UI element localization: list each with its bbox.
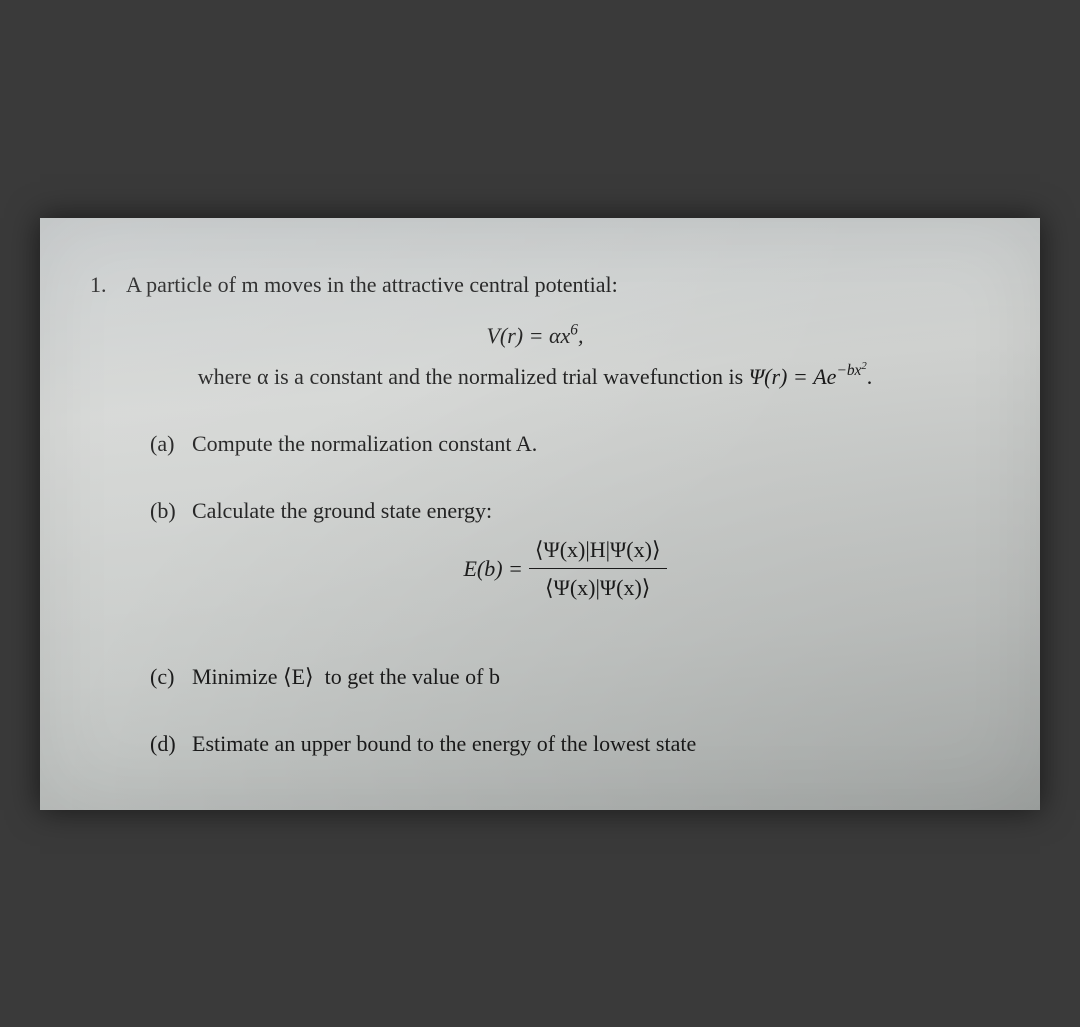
question-header: 1. A particle of m moves in the attracti…	[90, 268, 980, 301]
part-c-text: Minimize ⟨E⟩ to get the value of b	[192, 660, 500, 693]
wavefunction-suffix: .	[867, 364, 873, 389]
energy-equation: E(b) = ⟨Ψ(x)|H|Ψ(x)⟩ ⟨Ψ(x)|Ψ(x)⟩	[150, 533, 980, 604]
document-page: 1. A particle of m moves in the attracti…	[40, 218, 1040, 810]
wavefunction-line: where α is a constant and the normalized…	[90, 360, 980, 393]
part-c: (c) Minimize ⟨E⟩ to get the value of b	[150, 660, 980, 693]
part-a: (a) Compute the normalization constant A…	[150, 427, 980, 460]
fraction-numerator: ⟨Ψ(x)|H|Ψ(x)⟩	[529, 533, 667, 569]
part-c-label: (c)	[150, 660, 184, 693]
question-number: 1.	[90, 268, 116, 301]
energy-lhs: E(b) =	[463, 552, 522, 585]
potential-equation: V(r) = αx6,	[90, 319, 980, 352]
part-a-label: (a)	[150, 427, 184, 460]
wavefunction-prefix: where α is a constant and the normalized…	[198, 364, 749, 389]
part-d-text: Estimate an upper bound to the energy of…	[192, 727, 696, 760]
fraction-denominator: ⟨Ψ(x)|Ψ(x)⟩	[529, 569, 667, 604]
part-b: (b) Calculate the ground state energy: E…	[150, 494, 980, 604]
part-d: (d) Estimate an upper bound to the energ…	[150, 727, 980, 760]
energy-fraction: ⟨Ψ(x)|H|Ψ(x)⟩ ⟨Ψ(x)|Ψ(x)⟩	[529, 533, 667, 604]
part-a-text: Compute the normalization constant A.	[192, 427, 537, 460]
question-prompt: A particle of m moves in the attractive …	[126, 268, 618, 301]
part-b-label: (b)	[150, 494, 184, 527]
part-d-label: (d)	[150, 727, 184, 760]
wavefunction-expression: Ψ(r) = Ae−bx2	[749, 364, 867, 389]
part-b-text: Calculate the ground state energy:	[192, 494, 492, 527]
potential-eq-text: V(r) = αx6,	[486, 323, 583, 348]
